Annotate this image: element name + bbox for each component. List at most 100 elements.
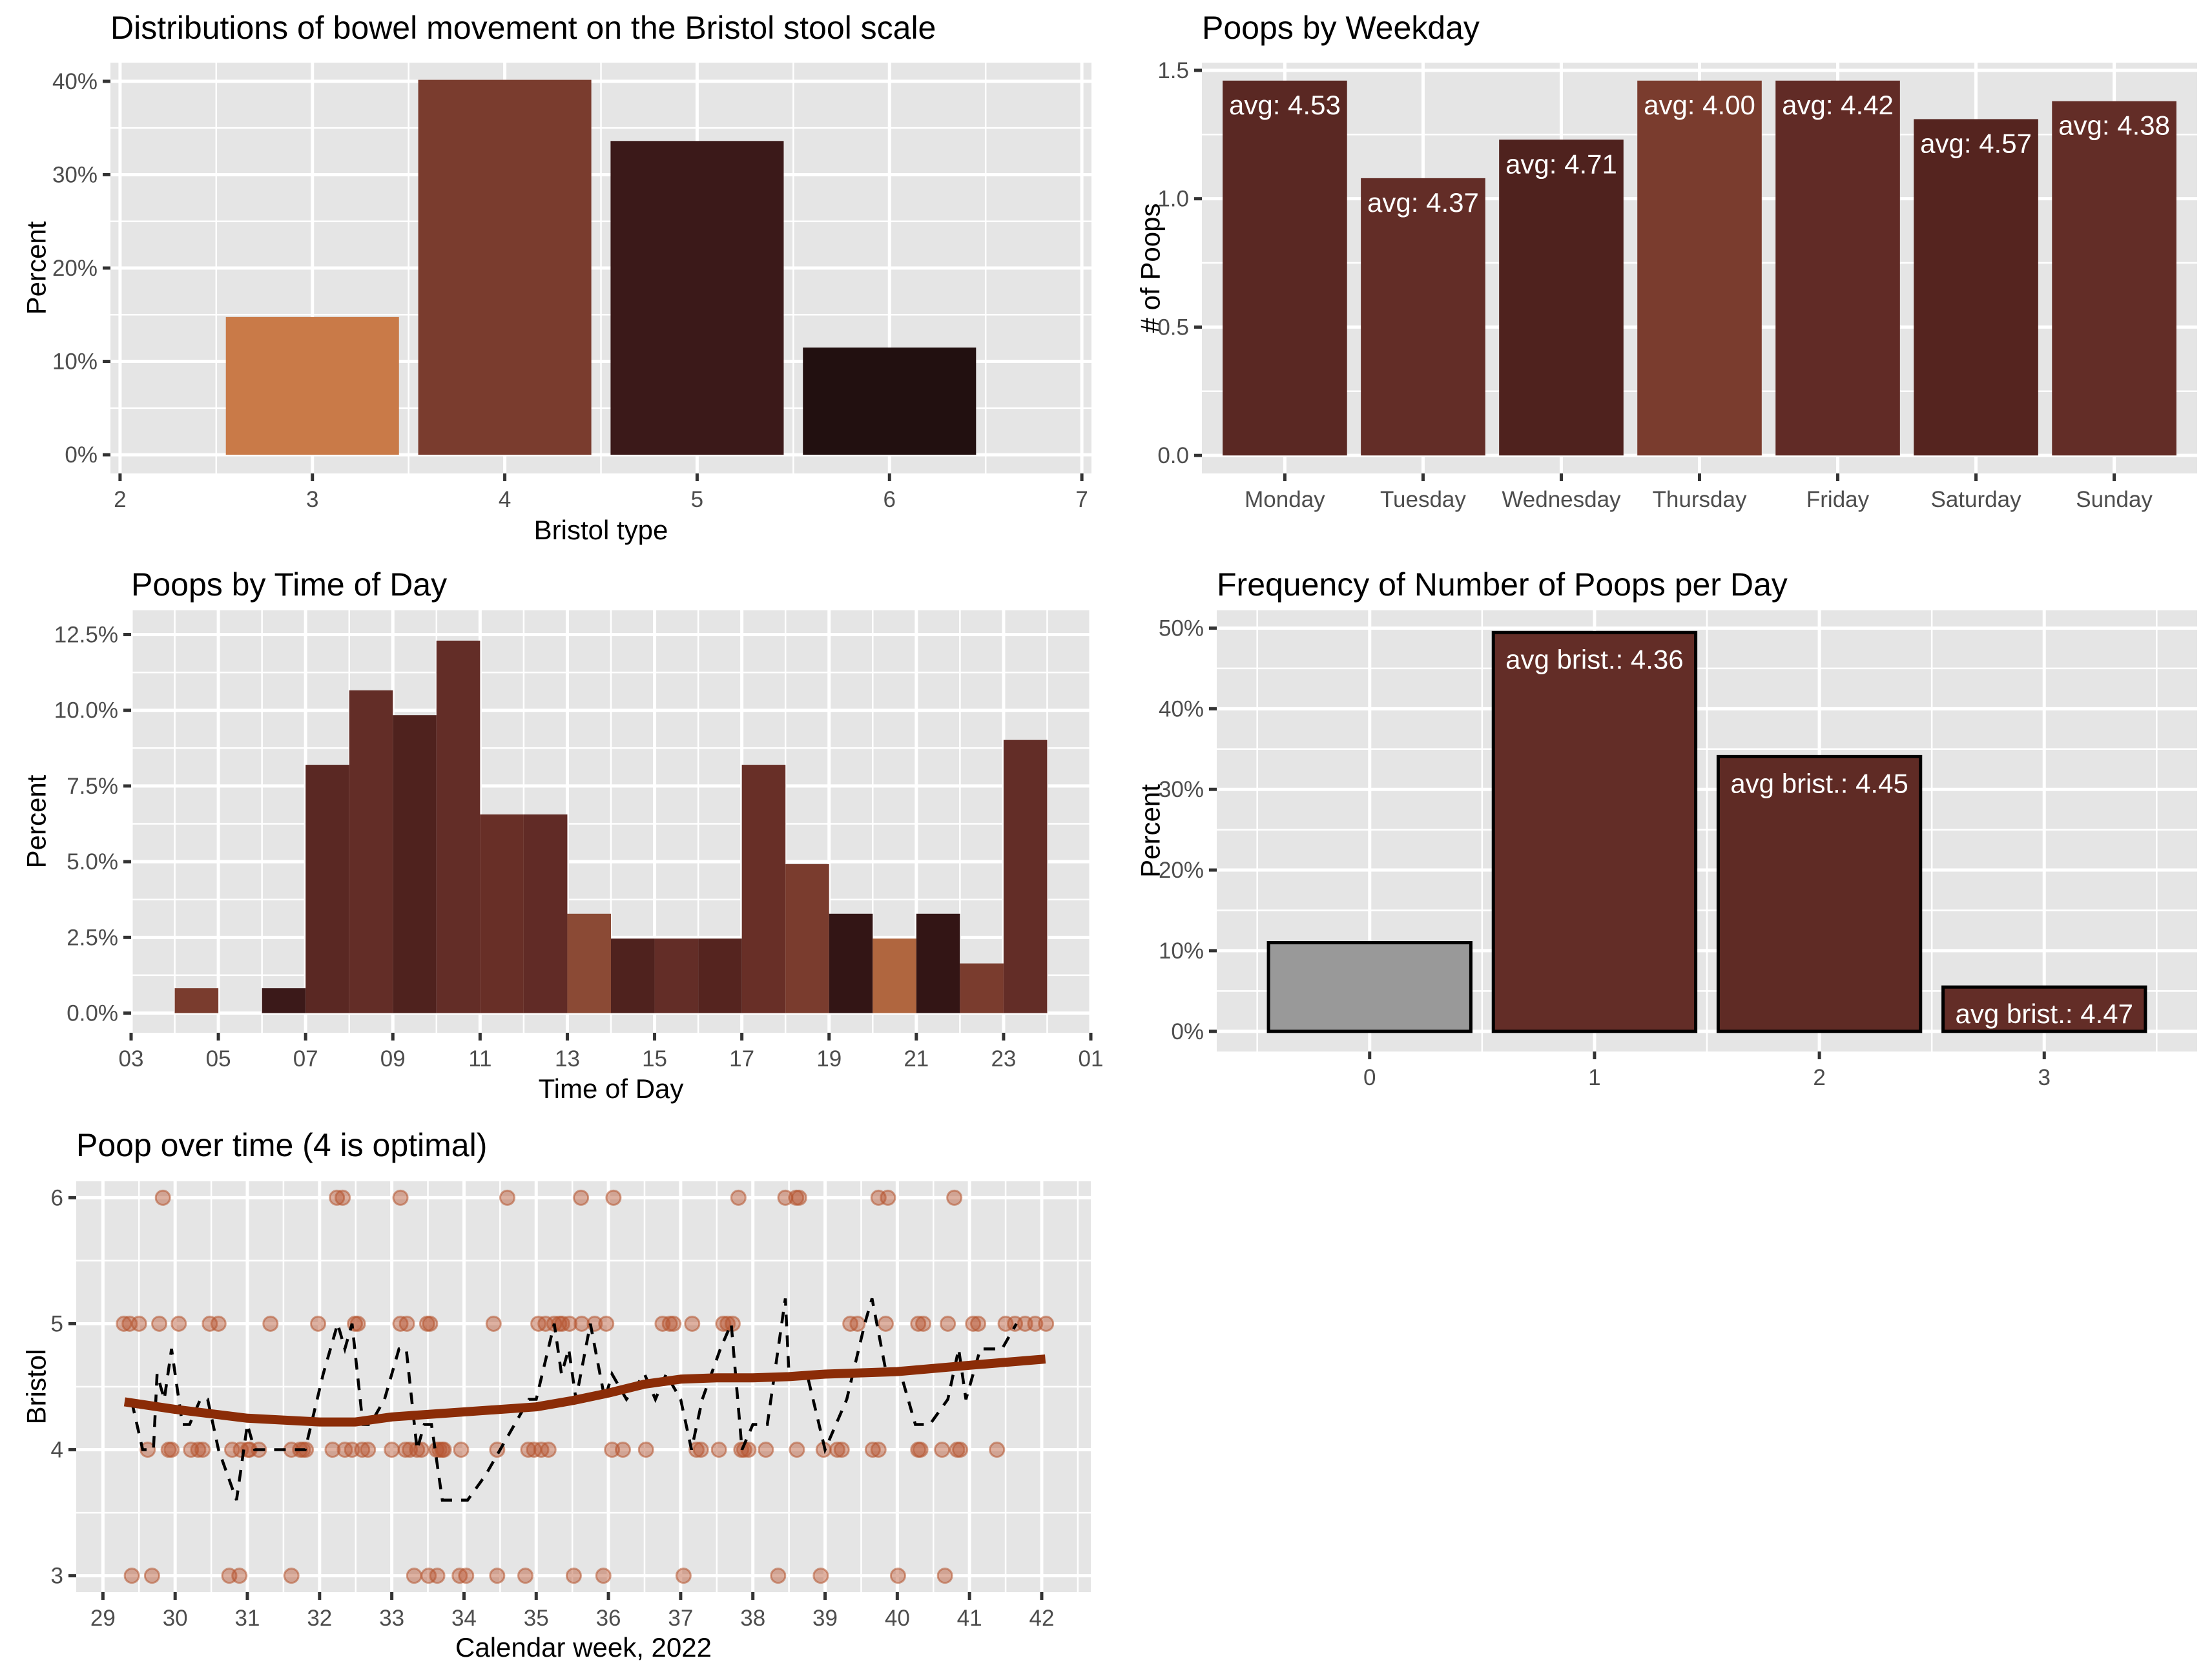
x-tick-label: 2 — [1813, 1065, 1825, 1090]
y-tick-label: 0% — [1171, 1019, 1204, 1044]
data-point — [397, 1442, 414, 1458]
x-tick-label: 40 — [885, 1606, 910, 1631]
bar-data-label: avg: 4.53 — [1229, 90, 1341, 120]
x-tick-label: 7 — [1075, 487, 1088, 512]
data-point — [335, 1189, 351, 1206]
chart-title: Distributions of bowel movement on the B… — [110, 10, 936, 46]
y-tick-label: 10% — [1159, 938, 1204, 964]
data-point — [520, 1442, 537, 1458]
data-point — [360, 1442, 377, 1458]
data-point — [989, 1442, 1006, 1458]
x-tick-label: 23 — [991, 1046, 1016, 1072]
bar-data-label: avg: 4.57 — [1920, 128, 2032, 158]
x-tick-label: 05 — [206, 1046, 231, 1072]
data-point — [422, 1315, 439, 1332]
data-point — [915, 1315, 932, 1332]
data-point — [485, 1315, 502, 1332]
y-tick-label: 20% — [1159, 858, 1204, 883]
x-tick-label: 15 — [642, 1046, 667, 1072]
data-point — [758, 1442, 774, 1458]
data-point — [540, 1442, 557, 1458]
data-point — [489, 1568, 506, 1584]
data-point — [730, 1189, 747, 1206]
bar-data-label: avg brist.: 4.45 — [1730, 768, 1908, 798]
data-point — [934, 1442, 951, 1458]
bar-hour-8 — [349, 690, 393, 1013]
bar-data-label: avg: 4.42 — [1782, 90, 1894, 120]
data-point — [190, 1442, 207, 1458]
smooth-trend-line — [123, 1354, 1046, 1427]
panel-poops-by-time-of-day: Poops by Time of Day Percent Time of Day 0.… — [21, 566, 1103, 1104]
y-tick-label: 6 — [51, 1185, 63, 1210]
bar-hour-15 — [654, 938, 699, 1013]
bar-poops-per-day-2 — [1716, 754, 1923, 1033]
data-point — [517, 1568, 533, 1584]
x-tick-label: 6 — [884, 487, 896, 512]
data-point — [791, 1189, 807, 1206]
bar-tuesday — [1361, 178, 1485, 456]
y-tick-label: 4 — [51, 1438, 63, 1463]
bar-hour-21 — [916, 913, 960, 1013]
chart-title: Poops by Time of Day — [131, 566, 447, 603]
data-point — [561, 1315, 578, 1332]
bar-hour-20 — [873, 938, 916, 1013]
x-tick-label: Saturday — [1931, 487, 2022, 512]
x-tick-label: 36 — [596, 1606, 621, 1631]
x-tick-label: 41 — [957, 1606, 982, 1631]
y-axis-title: Percent — [1135, 784, 1165, 878]
rolling-mean-line — [130, 1298, 1018, 1502]
bar-data-label: avg: 4.38 — [2058, 110, 2170, 141]
y-tick-label: 10% — [52, 349, 98, 375]
y-tick-label: 30% — [52, 162, 98, 187]
bar-hour-16 — [698, 938, 742, 1013]
data-point — [864, 1442, 881, 1458]
x-tick-label: 19 — [816, 1046, 842, 1072]
y-tick-label: 1.0 — [1157, 187, 1189, 212]
bar-hour-18 — [785, 864, 829, 1013]
bar-bristol-type-5 — [610, 141, 784, 455]
data-point — [1027, 1315, 1044, 1332]
y-tick-label: 40% — [1159, 696, 1204, 721]
bar-wednesday — [1499, 140, 1624, 456]
data-point — [210, 1315, 227, 1332]
data-point — [384, 1442, 400, 1458]
data-point — [970, 1315, 987, 1332]
bar-thursday — [1637, 80, 1762, 456]
data-point — [870, 1442, 887, 1458]
x-tick-label: 09 — [380, 1046, 406, 1072]
bar-data-label: avg: 4.37 — [1367, 187, 1479, 218]
y-tick-label: 1.5 — [1157, 58, 1189, 83]
data-point — [880, 1189, 896, 1206]
x-tick-label: 30 — [163, 1606, 188, 1631]
bar-hour-23 — [1003, 740, 1048, 1013]
x-tick-label: 01 — [1079, 1046, 1104, 1072]
x-tick-label: 17 — [729, 1046, 754, 1072]
data-point — [458, 1568, 475, 1584]
bar-poops-per-day-0 — [1266, 941, 1473, 1033]
data-point — [163, 1442, 180, 1458]
bar-bristol-type-4 — [418, 79, 592, 455]
bar-hour-6 — [262, 988, 306, 1013]
bar-data-label: avg brist.: 4.47 — [1956, 999, 2133, 1029]
y-tick-label: 0.0% — [67, 1001, 118, 1026]
x-tick-label: 3 — [2038, 1065, 2051, 1090]
chart-title: Frequency of Number of Poops per Day — [1217, 566, 1788, 603]
data-point — [574, 1315, 590, 1332]
x-tick-label: Sunday — [2076, 487, 2153, 512]
x-tick-label: 38 — [740, 1606, 765, 1631]
y-tick-label: 0.5 — [1157, 315, 1189, 340]
x-axis-title: Time of Day — [539, 1073, 684, 1104]
x-tick-label: 4 — [499, 487, 511, 512]
data-point — [194, 1442, 211, 1458]
data-point — [833, 1442, 850, 1458]
bar-hour-14 — [611, 938, 655, 1013]
x-tick-label: 03 — [119, 1046, 144, 1072]
data-point — [130, 1315, 147, 1332]
bar-poops-per-day-3 — [1941, 985, 2147, 1033]
x-tick-label: 2 — [114, 487, 126, 512]
bar-hour-4 — [174, 988, 219, 1013]
bar-hour-11 — [480, 814, 524, 1013]
chart-title: Poop over time (4 is optimal) — [76, 1127, 487, 1163]
bar-hour-19 — [829, 913, 873, 1013]
data-point — [940, 1315, 956, 1332]
